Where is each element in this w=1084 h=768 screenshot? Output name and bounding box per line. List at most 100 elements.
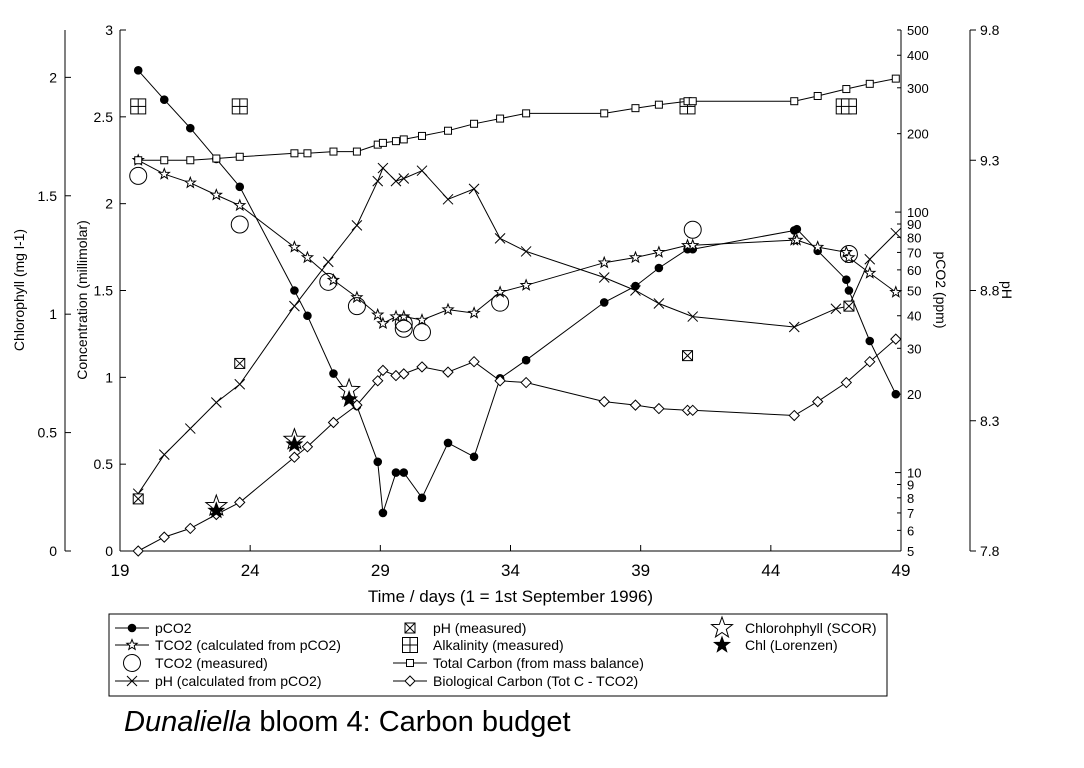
- data-point: [231, 98, 248, 115]
- data-point: [470, 119, 479, 128]
- data-point: [391, 468, 401, 477]
- series-line: [137, 167, 897, 494]
- data-point: [212, 154, 221, 163]
- data-point: [235, 182, 245, 192]
- data-point: [378, 138, 387, 147]
- box-x-stroke: [132, 493, 144, 505]
- data-point: [184, 522, 196, 535]
- data-point: [373, 457, 383, 467]
- data-point: [207, 501, 226, 519]
- legend-label: Biological Carbon (Tot C - TCO2): [433, 673, 638, 689]
- data-point: [415, 313, 429, 326]
- data-point: [496, 114, 505, 123]
- data-point: [788, 321, 800, 333]
- legend-marker: [404, 622, 416, 634]
- data-point: [687, 311, 699, 322]
- pco2-tick-label: 40: [907, 309, 921, 324]
- data-point: [494, 375, 506, 387]
- data-point: [230, 215, 249, 234]
- data-point: [521, 355, 531, 365]
- data-point: [839, 245, 853, 258]
- data-point: [372, 175, 384, 187]
- legend-item: pH (calculated from pCO2): [115, 673, 322, 689]
- x-mark-stroke: [210, 397, 222, 408]
- pco2-tick-label: 100: [907, 205, 929, 220]
- chlorophyll-tick-label: 0.5: [38, 425, 58, 441]
- series-7: [132, 333, 902, 557]
- data-point: [329, 147, 338, 156]
- x-mark-stroke: [377, 162, 389, 174]
- data-point: [234, 378, 246, 390]
- pco2-tick-label: 20: [907, 387, 921, 402]
- legend-label: Chlorohphyll (SCOR): [745, 620, 876, 636]
- x-tick-label: 24: [241, 561, 260, 580]
- ph-tick-label: 9.8: [980, 22, 1000, 38]
- legend-item: pH (measured): [404, 620, 526, 636]
- data-point: [889, 285, 903, 298]
- data-point: [235, 152, 244, 161]
- x-mark-stroke: [322, 256, 334, 268]
- pco2-tick-label: 50: [907, 284, 921, 299]
- data-point: [631, 281, 640, 291]
- data-point: [234, 496, 246, 509]
- data-point: [210, 397, 222, 408]
- x-mark-stroke: [234, 378, 246, 390]
- legend-marker: [127, 623, 137, 633]
- data-point: [864, 355, 876, 368]
- data-point: [322, 256, 334, 268]
- data-point: [129, 166, 148, 185]
- data-point: [234, 357, 246, 369]
- x-mark-stroke: [520, 246, 532, 257]
- concentration-tick-label: 3: [105, 22, 113, 38]
- data-point: [441, 302, 455, 316]
- x-tick-label: 19: [111, 561, 130, 580]
- data-point: [842, 85, 851, 94]
- data-point: [319, 272, 338, 291]
- series-line: [137, 70, 897, 514]
- series-2: [129, 166, 858, 342]
- data-point: [519, 278, 533, 291]
- data-point: [132, 493, 144, 505]
- x-mark-stroke: [864, 253, 876, 265]
- data-point: [416, 165, 428, 177]
- legend-label: Alkalinity (measured): [433, 637, 564, 653]
- data-point: [891, 389, 901, 399]
- pco2-tick-label: 10: [907, 466, 921, 481]
- data-point: [397, 309, 411, 323]
- data-point: [688, 97, 697, 106]
- data-point: [209, 188, 223, 201]
- data-point: [394, 314, 413, 333]
- legend-marker: [126, 675, 138, 687]
- chlorophyll-tick-label: 0: [49, 543, 57, 559]
- data-point: [654, 263, 664, 273]
- data-point: [132, 545, 144, 557]
- data-point: [654, 100, 663, 109]
- x-mark-stroke: [442, 193, 454, 205]
- data-point: [288, 451, 301, 463]
- data-point: [378, 508, 388, 518]
- concentration-tick-label: 2: [105, 196, 113, 212]
- data-point: [811, 395, 824, 408]
- x-mark-stroke: [494, 233, 506, 244]
- series-8: [204, 377, 361, 517]
- x-mark-stroke: [687, 311, 699, 322]
- x-mark-stroke: [890, 227, 902, 239]
- legend-marker: [125, 638, 139, 651]
- chart-caption: Dunaliella bloom 4: Carbon budget: [124, 706, 571, 739]
- series-0: [133, 66, 901, 518]
- x-mark-stroke: [390, 175, 402, 187]
- concentration-tick-label: 2.5: [94, 109, 114, 125]
- data-point: [790, 233, 804, 246]
- legend-label: pH (calculated from pCO2): [155, 673, 322, 689]
- data-point: [390, 175, 402, 187]
- legend-label: TCO2 (measured): [155, 655, 268, 671]
- data-point: [372, 375, 384, 387]
- data-point: [520, 246, 532, 257]
- data-point: [329, 369, 338, 378]
- data-point: [469, 452, 479, 462]
- data-point: [340, 389, 359, 408]
- legend-marker: [710, 615, 734, 639]
- pco2-tick-label: 200: [907, 127, 929, 142]
- x-mark-stroke: [598, 272, 610, 283]
